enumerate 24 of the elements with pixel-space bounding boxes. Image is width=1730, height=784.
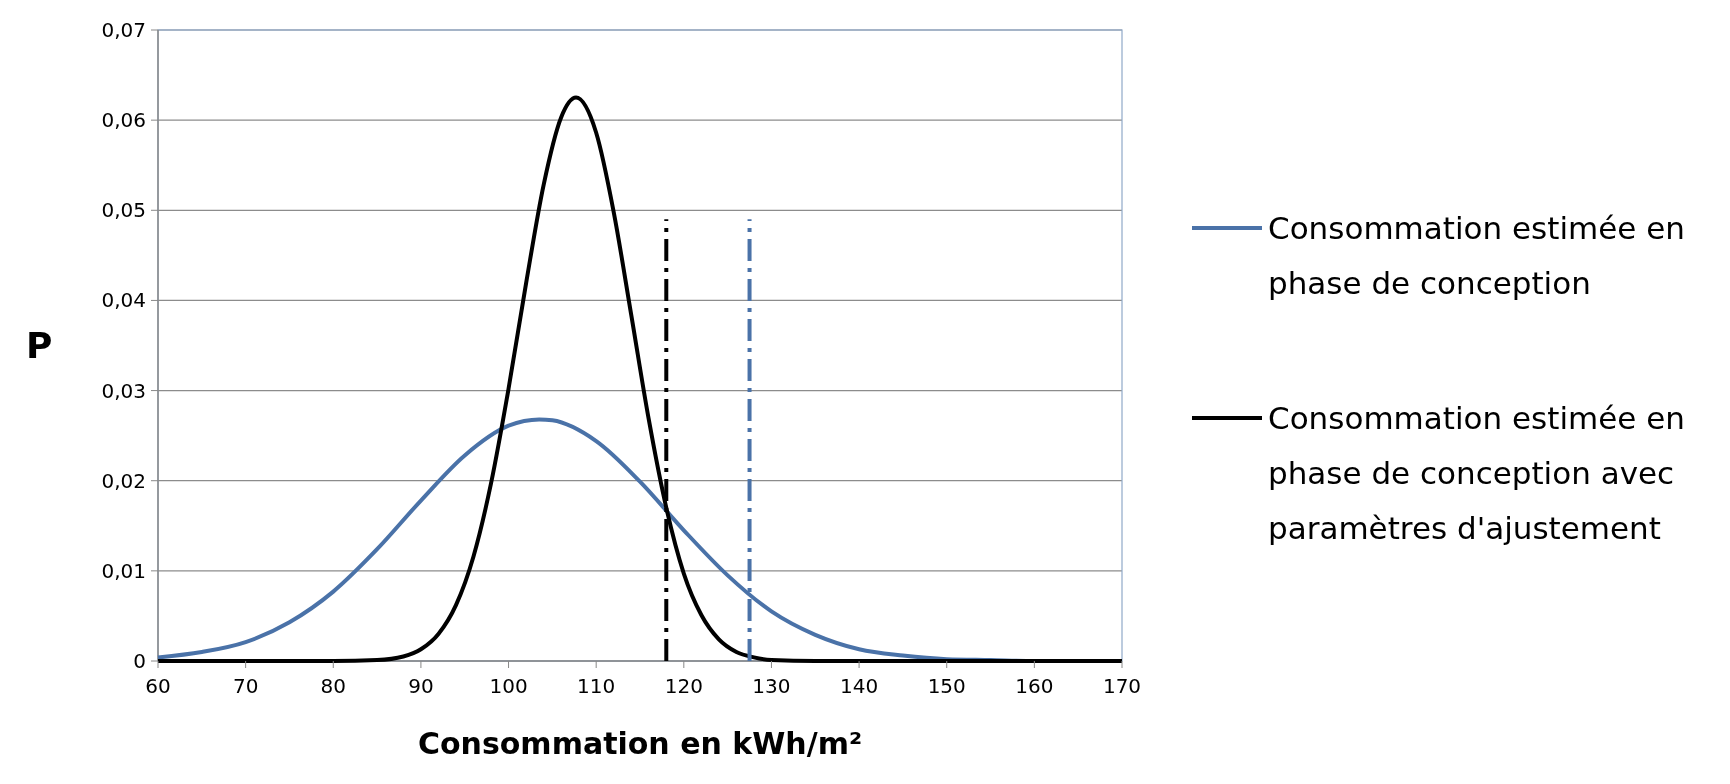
y-tick-label: 0: [133, 649, 146, 673]
x-tick-label: 110: [577, 674, 616, 698]
y-tick-label: 0,03: [101, 378, 146, 403]
y-tick-label: 0,04: [101, 288, 146, 313]
x-tick-label: 130: [752, 674, 791, 698]
x-tick-label: 170: [1102, 674, 1142, 698]
y-tick-label: 0,07: [101, 18, 146, 42]
y-tick-label: 0,01: [101, 558, 146, 583]
x-tick-label: 70: [232, 674, 259, 698]
x-tick-label: 100: [489, 674, 528, 698]
y-tick-label: 0,02: [101, 468, 146, 493]
y-tick-label: 0,05: [101, 198, 146, 223]
x-tick-label: 60: [145, 674, 171, 698]
y-axis-title: P: [26, 324, 53, 366]
x-tick-label: 150: [927, 674, 966, 698]
x-tick-label: 160: [1015, 674, 1054, 698]
x-tick-label: 80: [320, 674, 346, 698]
x-tick-label: 90: [408, 674, 434, 698]
x-axis-title: Consommation en kWh/m²: [417, 726, 863, 761]
legend-label: Consommation estimée en phase de conception avec paramètres d'ajustement: [1268, 400, 1685, 546]
y-tick-label: 0,06: [101, 108, 146, 133]
x-tick-label: 140: [840, 674, 879, 698]
legend-label: Consommation estimée en phase de conception: [1268, 210, 1685, 301]
x-tick-label: 120: [664, 674, 703, 698]
